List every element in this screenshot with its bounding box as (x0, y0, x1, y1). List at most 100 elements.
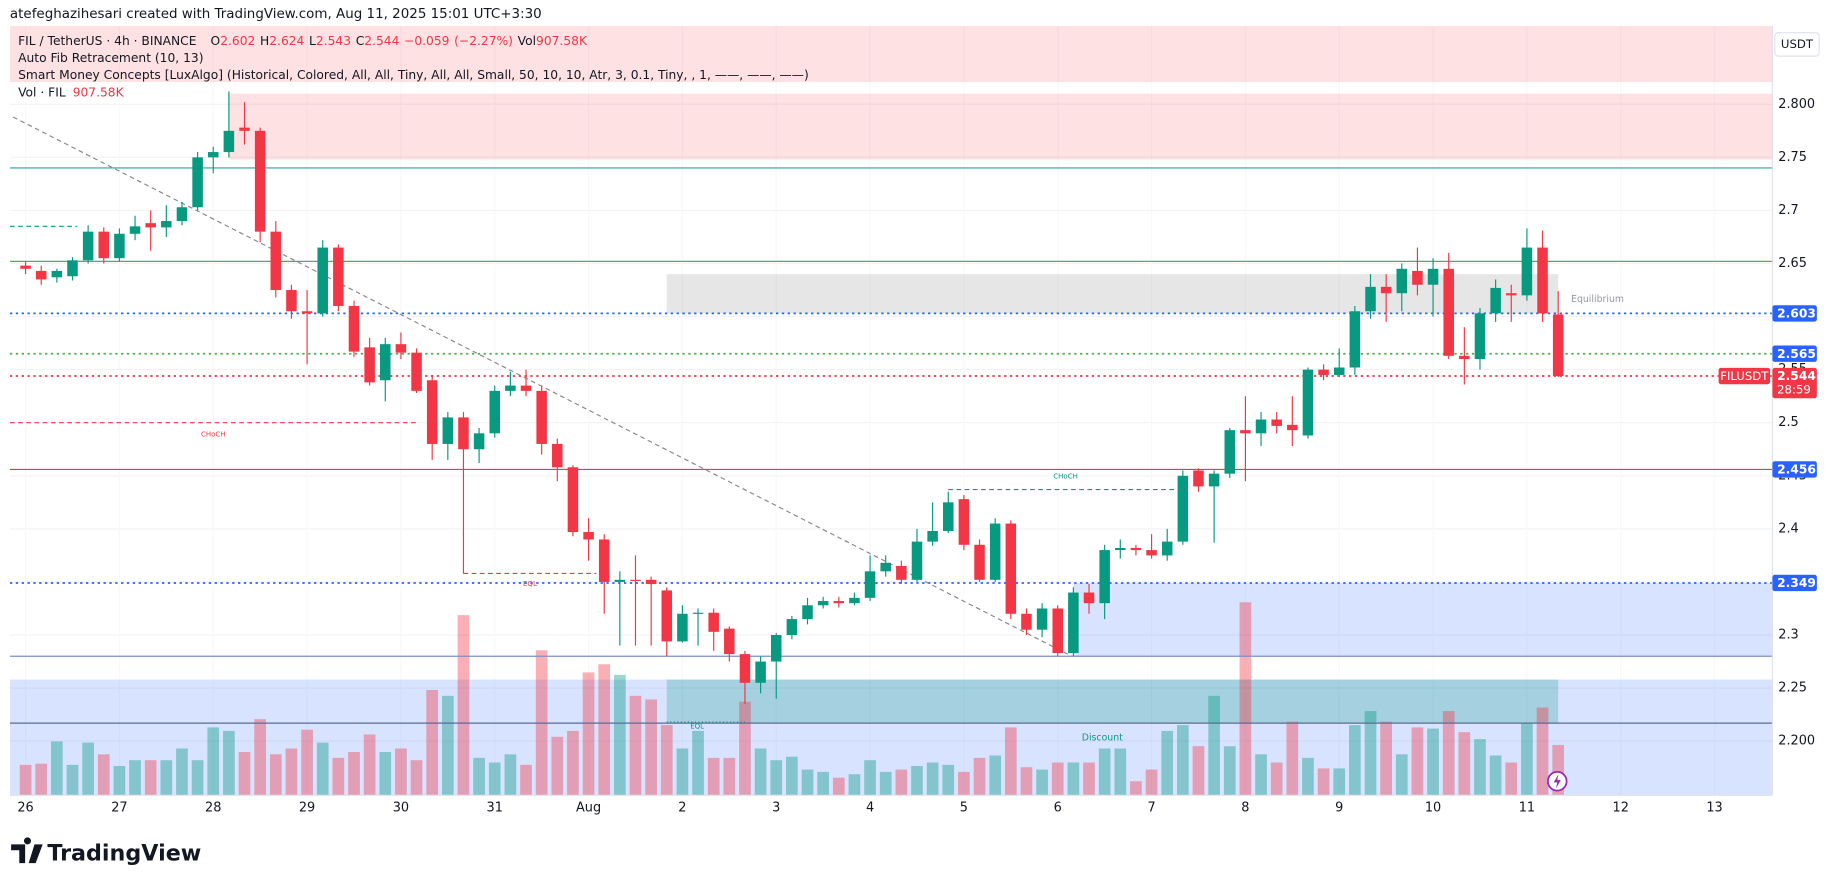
volume-bar (973, 757, 986, 796)
volume-bar (707, 757, 720, 796)
volume-bar (786, 756, 798, 796)
x-tick-label: 2 (678, 801, 686, 816)
candle-body (1459, 355, 1470, 360)
candle-body (395, 344, 407, 353)
volume-bar (1286, 721, 1299, 796)
candle-body (1506, 293, 1517, 296)
volume-bar (316, 742, 329, 796)
volume-bar (582, 672, 595, 796)
candle-body (161, 221, 172, 228)
candle-body (505, 385, 516, 391)
candle-body (661, 590, 673, 642)
volume-bar (379, 751, 392, 796)
volume-bar (1036, 769, 1048, 796)
candle-body (974, 544, 985, 580)
volume-bar (895, 769, 908, 796)
x-tick-label: 10 (1425, 801, 1441, 816)
volume-bar (1364, 711, 1377, 796)
volume-bar (332, 757, 345, 796)
legend-symbol-line: FIL / TetherUS · 4h · BINANCE O2.602 H2.62… (18, 33, 588, 47)
x-tick-label: 29 (299, 801, 315, 816)
candle-body (473, 433, 485, 450)
y-tick-label: 2.800 (1778, 97, 1815, 112)
volume-bar (207, 727, 220, 796)
volume-bar (97, 754, 110, 796)
candle-body (458, 417, 469, 450)
candle-body (692, 612, 704, 614)
candle-body (1130, 547, 1142, 551)
structure-label: EQL (690, 722, 704, 731)
candle-body (239, 127, 250, 131)
volume-bar (598, 664, 611, 796)
zone-label: Equilibrium (1571, 294, 1624, 305)
ticker: FILUSDT (1720, 369, 1769, 383)
volume-bar (1192, 746, 1205, 796)
candle-body (677, 613, 688, 642)
volume-bar (1020, 767, 1033, 796)
volume-value: 907.58K (73, 85, 125, 99)
ohlc-value: 2.543 (316, 33, 351, 47)
candle-body (1318, 369, 1329, 375)
volume-bar (1255, 754, 1267, 796)
candle-body (833, 601, 845, 604)
ohlc-value: 2.544 (364, 33, 399, 47)
volume-bar (1333, 768, 1346, 796)
candle-body (1537, 247, 1548, 314)
candle-body (849, 597, 860, 604)
x-tick-label: 3 (772, 801, 780, 816)
candle-body (1474, 313, 1486, 360)
candle-body (129, 226, 141, 234)
candle-body (1208, 473, 1220, 487)
candle-body (317, 247, 328, 314)
candle-body (880, 562, 891, 572)
volume-bar (410, 760, 423, 796)
candle-body (1302, 369, 1314, 436)
y-tick-label: 2.7 (1778, 203, 1798, 218)
candle-body (989, 523, 1001, 580)
volume-bar (1349, 725, 1361, 796)
volume-bar (1427, 728, 1439, 796)
candle-body (1349, 311, 1361, 368)
zone (228, 93, 1773, 160)
volume-bar (457, 615, 470, 796)
currency-box[interactable] (1774, 32, 1820, 57)
volume-bar (1536, 707, 1549, 796)
volume-bar (817, 771, 830, 796)
volume-bar (488, 762, 501, 796)
candle-body (254, 130, 266, 232)
x-tick-label: 6 (1054, 801, 1062, 816)
volume-bar (1239, 602, 1252, 796)
candle-body (223, 130, 235, 153)
candle-body (1005, 523, 1017, 614)
volume-bar (269, 754, 282, 796)
candle-body (1068, 592, 1079, 654)
candle-body (1427, 268, 1439, 285)
y-tick-label: 2.4 (1778, 521, 1798, 536)
volume-bar (1051, 762, 1064, 796)
volume-bar (113, 766, 126, 796)
candle-body (1365, 286, 1376, 312)
ohlc-key: C (356, 33, 365, 47)
zone (9, 679, 1773, 796)
volume-bar (1317, 768, 1330, 796)
volume-bar (676, 748, 689, 796)
volume-bar (1458, 732, 1471, 796)
x-tick-label: 8 (1241, 801, 1249, 816)
price-tag (1772, 345, 1817, 362)
candle-body (380, 344, 391, 381)
volume-bar (66, 764, 79, 796)
axes: 2.2002.252.32.352.42.452.52.552.62.652.7… (17, 97, 1817, 816)
candle-body (1333, 367, 1345, 375)
structure-label: CHoCH (1053, 472, 1078, 481)
x-tick-label: 27 (111, 801, 127, 816)
candle-body (1396, 268, 1408, 294)
volume-bar (35, 763, 48, 796)
candle-body (755, 661, 766, 683)
candle-body (1255, 419, 1267, 434)
price-tag-label: 2.603 (1777, 306, 1816, 320)
candle-body (520, 385, 532, 391)
volume-value: 907.58K (536, 33, 588, 47)
volume-bar (958, 771, 970, 796)
x-tick-label: 11 (1519, 801, 1535, 816)
